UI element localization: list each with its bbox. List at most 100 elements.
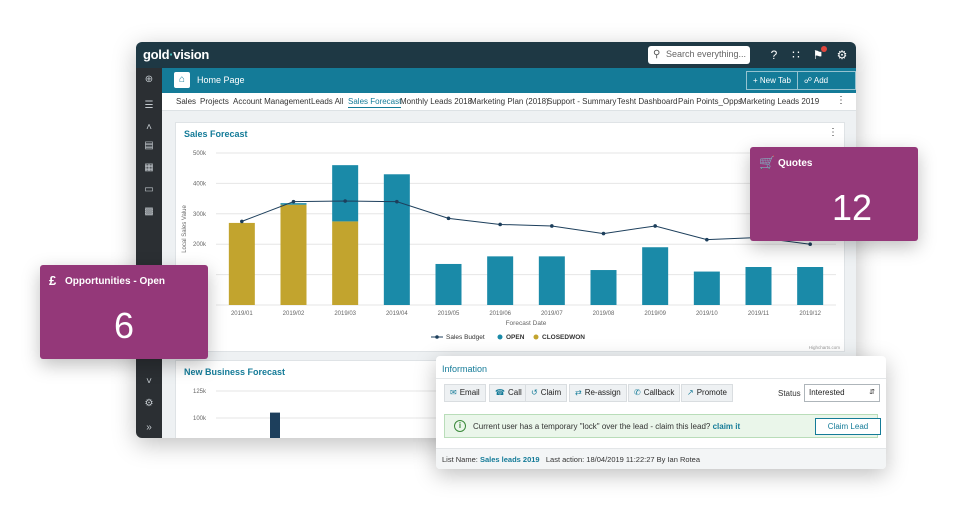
top-bar: gold·vision ⚲ Search everything... ? ∷ ⚑ … [136, 42, 856, 68]
folder-icon[interactable]: ▩ [144, 206, 154, 217]
help-icon[interactable]: ? [770, 48, 778, 62]
lock-message-text: Current user has a temporary "lock" over… [473, 422, 711, 431]
new-tab-label: New Tab [759, 76, 791, 85]
logo[interactable]: gold·vision [143, 47, 209, 62]
call-label: Call [507, 388, 522, 397]
y-tick-label: 400k [193, 181, 207, 187]
information-panel: Information ✉ Email ☎ Call ↺ Claim ⇄ Re-assi… [436, 356, 886, 469]
bar-closedwon [228, 222, 255, 305]
reassign-label: Re-assign [584, 388, 621, 397]
tab-pain-points-opps[interactable]: Pain Points_Opps [678, 97, 743, 106]
x-tick-label: 2019/08 [593, 311, 615, 317]
y-tick-label: 125k [193, 389, 207, 395]
claim-icon: ↺ [531, 388, 538, 397]
callback-button[interactable]: ✆ Callback [628, 384, 681, 402]
pound-icon: £ [49, 273, 57, 288]
logo-text-left: gold [143, 47, 170, 62]
x-axis-label: Forecast Date [506, 320, 547, 327]
home-page-title: Home Page [197, 75, 245, 85]
info-footer: List Name: Sales leads 2019 Last action:… [436, 448, 886, 469]
tab-leads-all[interactable]: Leads All [311, 97, 344, 106]
list-name-label: List Name: [442, 455, 478, 464]
tab-monthly-leads-2018[interactable]: Monthly Leads 2018 [400, 97, 473, 106]
reassign-icon: ⇄ [575, 388, 582, 397]
home-icon[interactable]: ⌂ [174, 72, 190, 88]
lock-notice: i Current user has a temporary "lock" ov… [444, 414, 881, 438]
bar-open [435, 263, 462, 305]
sales-forecast-card: Sales Forecast ⋮ 500k400k300k200k100kLoc… [175, 122, 845, 352]
bar-open [383, 174, 410, 305]
bar-open [797, 267, 824, 305]
document-icon[interactable]: ▭ [144, 184, 154, 195]
y-tick-label: 500k [193, 151, 207, 157]
menu-icon[interactable]: ☰ [144, 100, 154, 111]
tab-projects[interactable]: Projects [200, 97, 229, 106]
callback-icon: ✆ [634, 388, 641, 397]
add-icon[interactable]: ⊕ [144, 74, 154, 85]
logo-text-right: vision [173, 47, 210, 62]
promote-button[interactable]: ↗ Promote [681, 384, 733, 402]
claim-it-link[interactable]: claim it [712, 422, 741, 431]
claim-button[interactable]: ↺ Claim [525, 384, 568, 402]
budget-point [240, 219, 244, 224]
status-select[interactable]: Interested ⇵ [804, 384, 880, 402]
x-tick-label: 2019/11 [748, 311, 770, 317]
x-tick-label: 2019/04 [386, 311, 408, 317]
calendar-icon[interactable]: ▦ [144, 162, 154, 173]
y-axis-label: Local Sales Value [182, 205, 188, 253]
x-tick-label: 2019/09 [644, 311, 666, 317]
chevron-down-icon[interactable]: ˅ [146, 376, 152, 387]
email-button[interactable]: ✉ Email [444, 384, 486, 402]
opportunities-kpi-card[interactable]: £ Opportunities - Open 6 [40, 265, 208, 359]
card-menu-icon[interactable]: ⋮ [828, 127, 838, 138]
cart-icon: 🛒 [759, 155, 776, 170]
footer-text: List Name: Sales leads 2019 Last action:… [442, 455, 700, 464]
more-tabs-icon[interactable]: ⋮ [836, 95, 846, 106]
search-placeholder: Search everything... [666, 49, 747, 59]
reassign-button[interactable]: ⇄ Re-assign [569, 384, 627, 402]
bell-icon[interactable]: ⚑ [809, 46, 827, 64]
add-shared-button[interactable]: ☍ Add Shared [798, 71, 856, 102]
expand-icon[interactable]: » [146, 422, 152, 433]
tab-sales[interactable]: Sales [176, 97, 197, 106]
search-icon: ⚲ [653, 49, 661, 60]
legend-open-marker [497, 334, 503, 340]
apps-grid-icon[interactable]: ∷ [792, 48, 800, 62]
y-tick-label: 200k [193, 242, 207, 248]
bar-closedwon [280, 204, 307, 305]
contacts-icon[interactable]: ▤ [144, 140, 154, 151]
status-value: Interested [809, 388, 845, 397]
quotes-label: Quotes [778, 158, 813, 169]
information-title: Information [442, 364, 488, 374]
call-button[interactable]: ☎ Call [489, 384, 528, 402]
tab-support-summary[interactable]: Support - Summary [547, 97, 617, 106]
x-tick-label: 2019/12 [799, 311, 821, 317]
budget-point [705, 237, 709, 242]
new-tab-button[interactable]: + New Tab [746, 71, 798, 90]
budget-point [498, 222, 502, 227]
bar-open [332, 165, 359, 222]
budget-point [601, 231, 606, 236]
tab-tesht-dashboard[interactable]: Tesht Dashboard [617, 97, 678, 106]
settings-icon[interactable]: ⚙ [144, 398, 154, 409]
select-caret-icon: ⇵ [869, 389, 875, 396]
phone-icon: ☎ [495, 388, 505, 397]
last-action-text: Last action: 18/04/2019 11:22:27 By Ian … [545, 455, 701, 464]
tab-marketing-plan-2018[interactable]: Marketing Plan (2018) [470, 97, 549, 106]
divider [436, 378, 886, 379]
budget-point [446, 216, 451, 221]
tab-sales-forecast[interactable]: Sales Forecast [348, 97, 402, 108]
chevron-up-icon[interactable]: ˄ [146, 122, 152, 133]
list-name-link[interactable]: Sales leads 2019 [479, 455, 540, 464]
callback-label: Callback [643, 388, 675, 397]
legend-closedwon-marker [533, 334, 539, 340]
bar-open [538, 256, 565, 305]
gear-icon[interactable]: ⚙ [836, 48, 848, 62]
quotes-kpi-card[interactable]: 🛒 Quotes 12 [750, 147, 918, 241]
search-input[interactable]: ⚲ Search everything... [648, 46, 750, 64]
x-tick-label: 2019/03 [334, 311, 356, 317]
tab-marketing-leads-2019[interactable]: Marketing Leads 2019 [740, 97, 820, 106]
tab-account-management[interactable]: Account Management [233, 97, 311, 106]
info-icon: i [454, 420, 466, 432]
claim-lead-button[interactable]: Claim Lead [815, 418, 881, 435]
